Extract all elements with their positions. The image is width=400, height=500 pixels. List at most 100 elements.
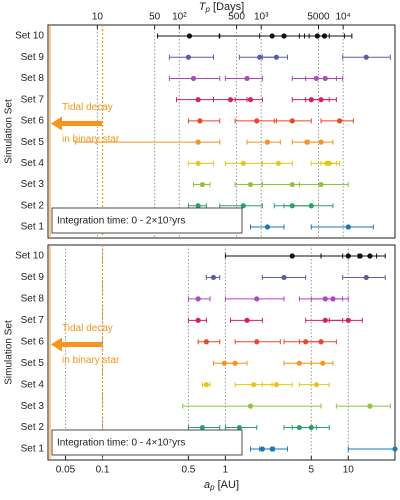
data-point (308, 203, 314, 209)
y-tick-label: Set 3 (21, 401, 45, 412)
x-axis-label-main: a (204, 479, 210, 491)
x2-tick-label: 50 (149, 12, 161, 23)
data-point (392, 446, 398, 452)
data-point (190, 75, 197, 82)
data-point (345, 224, 351, 230)
x-axis-label-unit: [AU] (215, 479, 239, 491)
x2-axis-label-sub: p (205, 5, 211, 14)
data-point (199, 181, 206, 188)
legend-box (51, 429, 243, 456)
y-tick-label: Set 4 (21, 379, 45, 390)
data-point (195, 203, 201, 209)
data-point (247, 403, 254, 409)
data-point (244, 317, 250, 323)
y-axis-label: Simulation Set (4, 99, 15, 164)
data-point (251, 382, 257, 388)
data-point (210, 274, 217, 281)
data-point (195, 160, 201, 166)
data-point (236, 424, 243, 431)
data-point (318, 181, 324, 188)
data-point (363, 274, 369, 281)
x2-axis-label: Tp [Days] (199, 1, 244, 14)
y-tick-label: Set 7 (21, 315, 45, 326)
data-point (281, 33, 287, 39)
annotation: Tidal decay (62, 102, 113, 113)
annotation: in binary star (62, 134, 120, 145)
data-point (289, 181, 295, 188)
data-point (227, 97, 234, 103)
x-axis-label: ap [AU] (204, 479, 239, 492)
y-tick-label: Set 6 (21, 336, 45, 347)
legend-text: Integration time: 0 - 4×10⁷yrs (57, 438, 185, 449)
data-point (289, 118, 295, 124)
annotation: Tidal decay (62, 323, 113, 334)
y-tick-label: Set 7 (21, 94, 45, 105)
y-tick-label: Set 10 (15, 31, 44, 42)
data-point (318, 339, 324, 345)
x-axis-label-sub: p (209, 483, 215, 492)
x-tick-label: 10 (343, 465, 355, 476)
data-point (257, 54, 263, 60)
data-point (367, 253, 373, 259)
y-tick-label: Set 6 (21, 116, 45, 127)
data-point (195, 97, 201, 103)
x2-axis-label-main: T (199, 1, 207, 13)
x-tick-label: 0.1 (96, 465, 110, 476)
data-point (197, 118, 203, 124)
data-point (322, 75, 328, 82)
y-tick-label: Set 8 (21, 294, 45, 305)
data-point (320, 360, 326, 366)
y-tick-label: Set 9 (21, 52, 45, 63)
data-point (269, 446, 275, 452)
data-point (337, 118, 343, 124)
y-tick-label: Set 5 (21, 358, 45, 369)
data-point (254, 296, 260, 302)
y-tick-label: Set 4 (21, 158, 45, 169)
data-point (367, 403, 373, 409)
data-point (185, 54, 192, 60)
data-point (330, 296, 336, 302)
data-point (232, 360, 238, 366)
data-point (186, 33, 193, 39)
x2-tick-label: 10⁴ (335, 12, 350, 23)
data-point (240, 203, 246, 209)
plot-frame (47, 244, 396, 461)
data-point (322, 317, 328, 323)
x-tick-label: 5 (309, 465, 315, 476)
data-point (195, 296, 201, 302)
y-tick-label: Set 2 (21, 200, 45, 211)
x-tick-label: 0.05 (56, 465, 76, 476)
y-tick-label: Set 9 (21, 272, 45, 283)
y-axis-label: Simulation Set (4, 320, 15, 385)
data-point (289, 253, 295, 259)
data-point (313, 382, 319, 388)
data-point (203, 382, 209, 388)
data-point (304, 139, 310, 145)
x-tick-label: 1 (223, 465, 229, 476)
data-point (281, 274, 287, 281)
legend-box (51, 207, 243, 234)
data-point (254, 118, 260, 124)
data-point (199, 424, 206, 431)
data-point (264, 224, 271, 230)
data-point (363, 54, 369, 60)
data-point (247, 97, 254, 103)
data-point (247, 181, 254, 188)
data-point (296, 360, 302, 366)
data-point (244, 75, 250, 82)
x2-tick-label: 10² (172, 12, 187, 23)
legend-text: Integration time: 0 - 2×10⁷yrs (57, 216, 185, 227)
data-point (318, 139, 324, 145)
annotation-arrow-head (51, 116, 62, 131)
x2-tick-label: 10 (92, 12, 104, 23)
plot-frame (47, 24, 396, 239)
data-point (273, 54, 279, 60)
data-point (326, 160, 332, 166)
data-point (254, 339, 260, 345)
data-point (195, 139, 201, 145)
y-tick-label: Set 10 (15, 251, 44, 262)
y-tick-label: Set 1 (21, 444, 45, 455)
y-tick-label: Set 5 (21, 137, 45, 148)
x-tick-label: 0.5 (181, 465, 195, 476)
